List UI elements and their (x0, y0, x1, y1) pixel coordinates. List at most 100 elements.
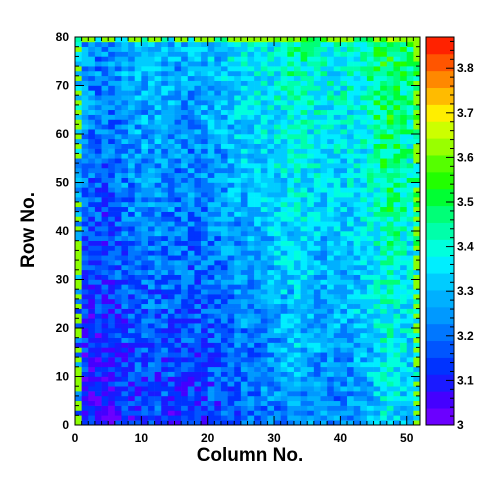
heatmap-cell (380, 216, 388, 222)
heatmap-cell (260, 172, 268, 178)
heatmap-cell (366, 391, 374, 397)
heatmap-cell (108, 153, 116, 159)
heatmap-cell (333, 255, 341, 261)
heatmap-cell (260, 153, 268, 159)
heatmap-cell (167, 410, 175, 416)
heatmap-cell (400, 172, 408, 178)
heatmap-cell (234, 197, 242, 203)
y-tick-label: 20 (56, 321, 70, 335)
heatmap-cell (201, 420, 208, 426)
heatmap-cell (280, 332, 288, 338)
heatmap-cell (347, 284, 354, 290)
heatmap-cell (293, 46, 301, 52)
heatmap-cell (114, 366, 122, 372)
heatmap-cell (161, 172, 169, 178)
heatmap-cell (386, 240, 394, 246)
heatmap-cell (114, 235, 122, 241)
heatmap-cell (201, 100, 208, 106)
heatmap-cell (187, 347, 195, 353)
heatmap-cell (373, 51, 381, 57)
heatmap-cell (220, 386, 228, 392)
heatmap-cell (134, 192, 142, 198)
heatmap-cell (174, 100, 182, 106)
heatmap-cell (154, 41, 162, 47)
heatmap-cell (333, 104, 341, 111)
heatmap-cell (293, 41, 301, 47)
heatmap-cell (380, 143, 388, 149)
heatmap-cell (406, 100, 414, 106)
heatmap-cell (141, 114, 149, 120)
heatmap-cell (380, 187, 388, 193)
heatmap-cell (101, 80, 109, 86)
heatmap-cell (227, 391, 235, 397)
heatmap-cell (220, 187, 228, 193)
heatmap-cell (393, 303, 401, 309)
heatmap-cell (81, 260, 89, 266)
heatmap-cell (333, 134, 341, 140)
heatmap-cell (360, 187, 368, 193)
heatmap-cell (207, 129, 215, 135)
heatmap-cell (207, 405, 215, 411)
heatmap-cell (161, 279, 169, 285)
heatmap-cell (114, 308, 122, 314)
heatmap-cell (313, 400, 321, 406)
heatmap-cell (94, 70, 102, 77)
heatmap-cell (327, 51, 335, 57)
heatmap-cell (307, 366, 315, 372)
heatmap-cell (413, 391, 421, 397)
heatmap-cell (187, 391, 195, 397)
heatmap-cell (406, 298, 414, 305)
heatmap-cell (280, 323, 288, 329)
heatmap-cell (207, 255, 215, 261)
heatmap-cell (154, 109, 162, 115)
heatmap-cell (393, 46, 401, 52)
heatmap-cell (194, 70, 202, 77)
heatmap-cell (220, 381, 228, 387)
heatmap-cell (247, 371, 255, 377)
heatmap-cell (393, 211, 401, 217)
heatmap-cell (313, 153, 321, 159)
heatmap-cell (373, 177, 381, 183)
heatmap-cell (214, 235, 222, 241)
heatmap-cell (220, 250, 228, 256)
heatmap-cell (413, 41, 421, 47)
heatmap-cell (293, 260, 301, 266)
heatmap-cell (313, 46, 321, 52)
heatmap-cell (234, 138, 242, 144)
heatmap-cell (234, 119, 242, 125)
heatmap-cell (240, 405, 248, 411)
heatmap-cell (287, 70, 295, 77)
heatmap-cell (267, 134, 275, 140)
heatmap-cell (128, 221, 136, 227)
heatmap-cell (254, 264, 262, 271)
heatmap-cell (134, 177, 142, 183)
heatmap-cell (154, 323, 162, 329)
heatmap-cell (293, 201, 301, 208)
heatmap-cell (366, 318, 374, 324)
heatmap-cell (340, 264, 348, 271)
heatmap-cell (260, 129, 268, 135)
heatmap-cell (121, 381, 129, 387)
heatmap-cell (220, 231, 228, 237)
heatmap-cell (154, 264, 162, 271)
heatmap-cell (366, 143, 374, 149)
heatmap-cell (360, 61, 368, 67)
heatmap-cell (174, 376, 182, 382)
heatmap-cell (347, 318, 354, 324)
heatmap-cell (181, 187, 189, 193)
heatmap-cell (380, 328, 388, 334)
heatmap-cell (201, 167, 208, 174)
heatmap-cell (161, 104, 169, 111)
heatmap-cell (161, 371, 169, 377)
heatmap-cell (353, 415, 361, 421)
heatmap-cell (307, 289, 315, 295)
heatmap-cell (94, 61, 102, 67)
heatmap-cell (154, 51, 162, 57)
heatmap-cell (240, 100, 248, 106)
heatmap-cell (240, 182, 248, 188)
heatmap-cell (201, 342, 208, 348)
heatmap-cell (147, 279, 155, 285)
heatmap-cell (333, 143, 341, 149)
heatmap-cell (400, 129, 408, 135)
heatmap-cell (214, 342, 222, 348)
